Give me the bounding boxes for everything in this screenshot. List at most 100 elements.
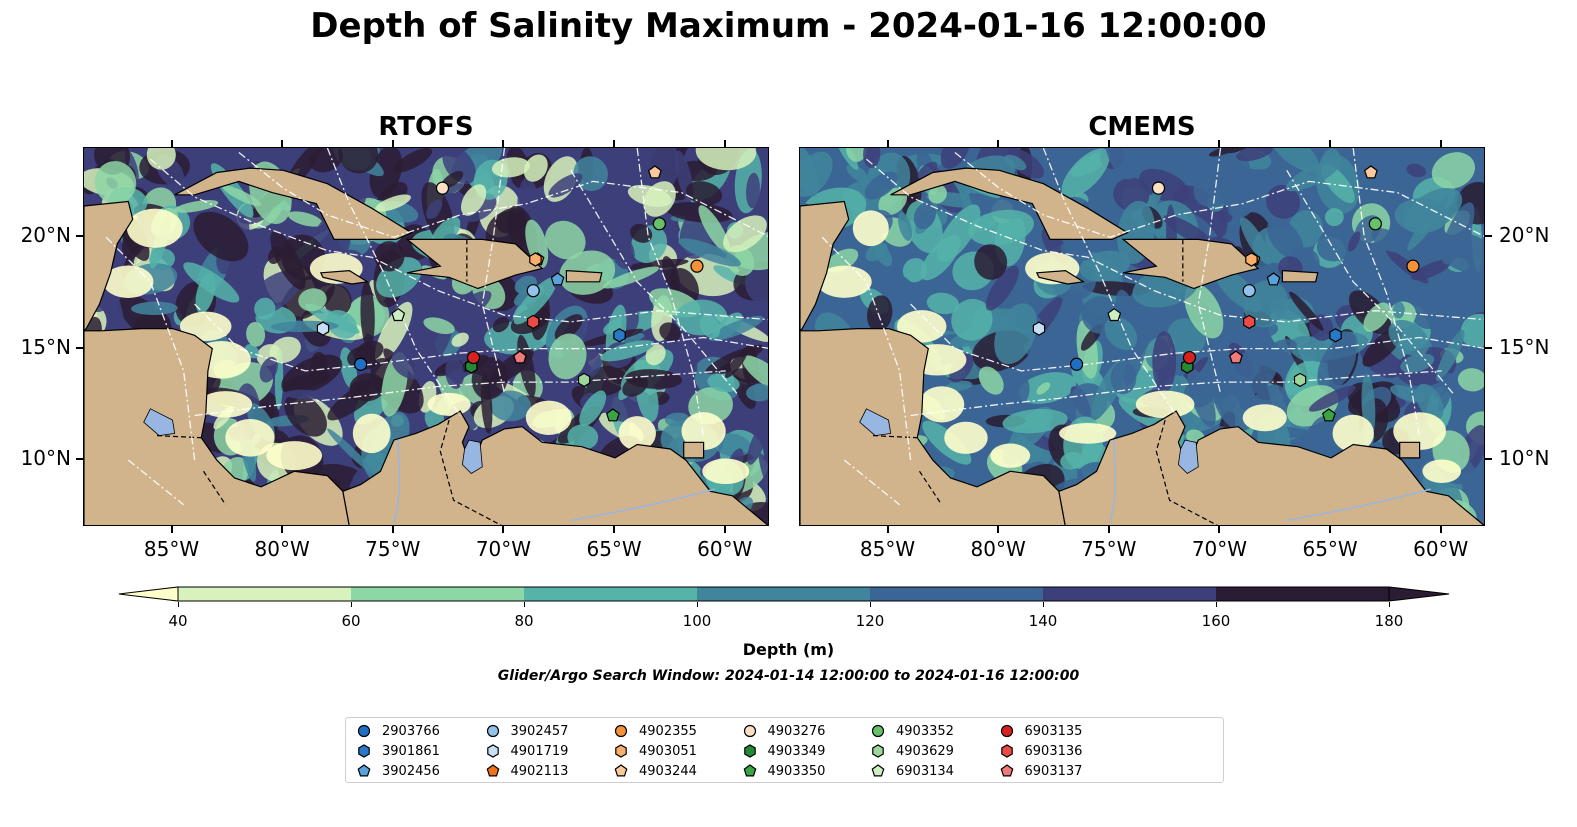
colorbar-extend-max (1388, 586, 1450, 602)
legend-label: 2903766 (382, 723, 440, 739)
cmems-map (799, 147, 1485, 526)
lon-tick (1218, 526, 1221, 533)
float-marker-4903051 (1245, 252, 1258, 267)
lon-tick-top (886, 140, 889, 147)
float-marker-4903350 (743, 764, 756, 777)
map-canvas (84, 148, 768, 525)
legend-item: 4903276 (742, 722, 825, 740)
lon-tick-label: 75°W (1081, 537, 1137, 561)
float-marker-4903244 (614, 764, 628, 777)
float-marker-3902457 (1242, 284, 1256, 298)
legend-label: 4903349 (767, 743, 826, 759)
float-marker-6903137 (1000, 764, 1013, 777)
colorbar-segment (1216, 587, 1390, 601)
colorbar-tick (523, 602, 525, 607)
colorbar-segment (351, 587, 525, 601)
legend-marker-icon (743, 764, 756, 777)
float-marker-4902113 (486, 764, 499, 777)
legend-label: 6903135 (1024, 723, 1083, 739)
colorbar-tick (1215, 602, 1217, 607)
float-marker-4902355 (614, 724, 628, 738)
lon-tick (1329, 526, 1332, 533)
land-jamaica (1035, 269, 1086, 285)
float-marker-3902457 (486, 724, 499, 738)
lon-tick-top (1439, 140, 1442, 147)
legend-marker-icon (614, 724, 628, 738)
lat-tick (76, 458, 83, 461)
lon-tick-label: 60°W (1413, 537, 1469, 561)
lon-tick-top (391, 140, 394, 147)
colorbar-tick (869, 602, 871, 607)
panel-title-rtofs: RTOFS (378, 112, 474, 142)
legend-item: 4903349 (742, 742, 826, 760)
legend-item: 6903137 (999, 762, 1083, 780)
legend-marker-icon (1000, 764, 1013, 777)
legend-item: 6903134 (870, 762, 954, 780)
lon-tick-label: 85°W (143, 537, 200, 561)
lon-tick (281, 526, 284, 533)
float-marker-4903051 (615, 744, 627, 758)
colorbar-tick-label: 180 (1374, 612, 1404, 630)
lon-tick (1439, 526, 1442, 533)
legend-marker-icon (871, 724, 885, 738)
rtofs-map (83, 147, 769, 526)
float-marker-4903350 (1321, 408, 1336, 422)
lon-tick-label: 70°W (475, 537, 532, 561)
lat-tick (76, 346, 83, 349)
lon-tick (997, 526, 1000, 533)
lon-tick-top (723, 140, 726, 147)
float-marker-4903276 (435, 181, 450, 195)
float-marker-3901861 (613, 328, 626, 343)
lon-tick (170, 526, 173, 533)
lat-tick-label: 10°N (20, 446, 71, 471)
colorbar-segment (178, 587, 352, 601)
legend-label: 6903137 (1024, 763, 1083, 779)
map-canvas (800, 148, 1484, 525)
colorbar-tick (696, 602, 698, 607)
lat-tick-label: 20°N (20, 223, 71, 248)
colorbar-tick (177, 602, 179, 607)
legend-marker-icon (615, 744, 627, 758)
float-marker-6903137 (513, 350, 527, 364)
search-window-note: Glider/Argo Search Window: 2024-01-14 12… (497, 668, 1080, 684)
lon-tick-top (502, 140, 505, 147)
land-trinidad (1399, 441, 1421, 459)
legend-marker-icon (486, 744, 499, 758)
lon-tick-top (281, 140, 284, 147)
legend-marker-icon (486, 724, 499, 738)
lat-tick (76, 235, 83, 238)
legend-label: 4901719 (510, 743, 569, 759)
lon-tick (502, 526, 505, 533)
colorbar-tick (350, 602, 352, 607)
legend-item: 4901719 (485, 742, 569, 760)
legend-marker-icon (1000, 724, 1013, 738)
lat-tick-label: 20°N (1499, 223, 1550, 248)
float-legend: 2903766 3901861 3902456 3902457 4901719 49021… (345, 717, 1224, 783)
float-marker-3901861 (358, 744, 370, 758)
legend-label: 4903352 (896, 723, 954, 739)
legend-label: 4903350 (767, 763, 826, 779)
colorbar-tick (1042, 602, 1044, 607)
colorbar-tick-label: 140 (1028, 612, 1058, 630)
figure-title: Depth of Salinity Maximum - 2024-01-16 1… (310, 6, 1267, 46)
float-marker-4901719 (486, 744, 499, 758)
float-marker-6903135 (466, 350, 481, 365)
legend-item: 4903629 (870, 742, 954, 760)
land-pr (1281, 269, 1319, 283)
legend-marker-icon (614, 764, 628, 777)
float-marker-4903352 (1368, 217, 1382, 231)
lat-tick-label: 15°N (20, 334, 71, 359)
land-yucatan (800, 200, 850, 332)
lon-tick (723, 526, 726, 533)
colorbar-label: Depth (m) (742, 640, 835, 659)
float-marker-2903766 (1070, 357, 1084, 371)
legend-label: 3902456 (382, 763, 440, 779)
land-yucatan (84, 200, 134, 332)
lon-tick-label: 85°W (859, 537, 916, 561)
legend-item: 2903766 (356, 722, 440, 740)
colorbar (118, 586, 1451, 602)
lon-tick-label: 60°W (697, 537, 753, 561)
legend-marker-icon (1000, 744, 1013, 758)
legend-label: 4903244 (639, 763, 697, 779)
lon-tick-label: 65°W (586, 537, 642, 561)
